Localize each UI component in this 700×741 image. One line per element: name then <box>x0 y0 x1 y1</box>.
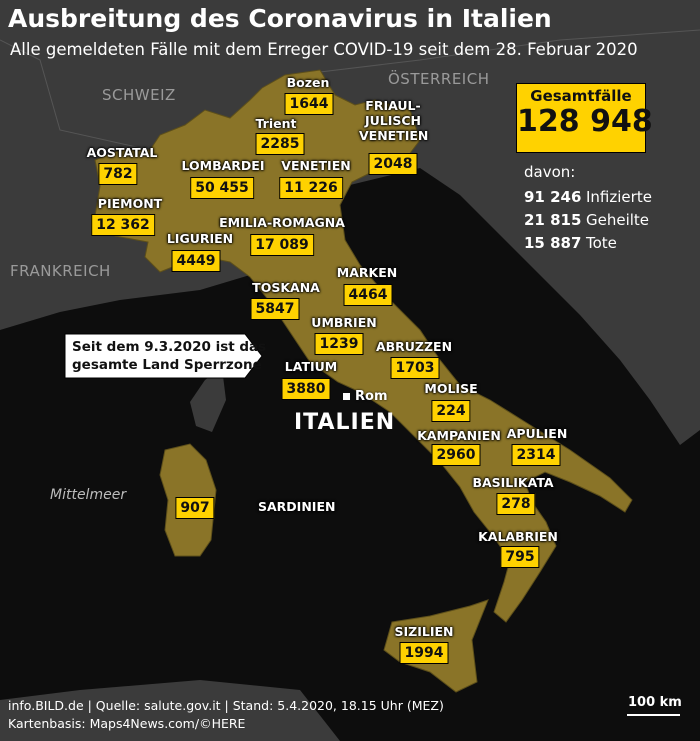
region-label: Bozen <box>286 75 330 90</box>
region-cases: 278 <box>496 493 536 515</box>
region-label: AOSTATAL <box>86 145 158 160</box>
region-cases: 50 455 <box>190 177 254 199</box>
region-label: Trient <box>255 116 297 131</box>
footer-basemap: Kartenbasis: Maps4News.com/©HERE <box>8 716 246 731</box>
region-label: EMILIA-ROMAGNA <box>219 215 345 230</box>
land-africa <box>0 680 340 741</box>
region-label: LATIUM <box>284 359 338 374</box>
region-label: PIEMONT <box>97 196 163 211</box>
region-cases: 12 362 <box>91 214 155 236</box>
country-label: FRANKREICH <box>10 262 111 280</box>
region-cases: 1994 <box>399 642 449 664</box>
region-label: KALABRIEN <box>478 529 558 544</box>
title: Ausbreitung des Coronavirus in Italien <box>8 4 552 33</box>
total-label: Gesamtfälle <box>530 87 632 105</box>
region-label: LOMBARDEI <box>181 158 265 173</box>
region-cases: 1703 <box>390 357 440 379</box>
region-cases: 4449 <box>171 250 221 272</box>
callout-line: gesamte Land Sperrzone <box>72 357 262 373</box>
region-label: SIZILIEN <box>394 624 454 639</box>
region-cases: 11 226 <box>279 177 343 199</box>
region-cases: 4464 <box>343 284 393 306</box>
breakdown-label: Infizierte <box>586 188 652 206</box>
region-cases: 17 089 <box>250 234 314 256</box>
region-cases: 2048 <box>368 153 418 175</box>
scale-label: 100 km <box>628 695 682 710</box>
breakdown-value: 21 815 <box>524 211 582 229</box>
country-label: ÖSTERREICH <box>388 70 490 88</box>
subtitle: Alle gemeldeten Fälle mit dem Erreger CO… <box>10 40 638 59</box>
region-label: VENETIEN <box>281 158 351 173</box>
region-label: MOLISE <box>424 381 478 396</box>
capital-marker <box>343 393 350 400</box>
callout-box <box>64 333 263 379</box>
region-label: ABRUZZEN <box>375 339 453 354</box>
capital-label: Rom <box>355 389 388 404</box>
country-main-label: ITALIEN <box>294 410 396 435</box>
breakdown-value: 15 887 <box>524 234 582 252</box>
region-cases: 2960 <box>431 444 481 466</box>
land-corsica <box>190 368 226 432</box>
region-label: MARKEN <box>336 265 398 280</box>
footer-source: info.BILD.de | Quelle: salute.gov.it | S… <box>8 698 444 713</box>
callout-text: Seit dem 9.3.2020 ist das gesamte Land S… <box>72 338 266 374</box>
region-cases: 795 <box>500 546 540 568</box>
region-cases: 907 <box>175 497 215 519</box>
region-cases: 2285 <box>255 133 305 155</box>
region-label: LIGURIEN <box>166 231 234 246</box>
breakdown-value: 91 246 <box>524 188 582 206</box>
border-line <box>0 39 151 151</box>
region-label: SARDINIEN <box>258 499 336 514</box>
region-cases: 2314 <box>511 444 561 466</box>
region-label: UMBRIEN <box>311 315 377 330</box>
breakdown-label: Tote <box>586 234 617 252</box>
region-cases: 224 <box>431 400 471 422</box>
region-cases: 782 <box>98 163 138 185</box>
sea-label: Mittelmeer <box>50 487 127 503</box>
country-label: SCHWEIZ <box>102 86 176 104</box>
region-label: KAMPANIEN <box>417 428 501 443</box>
region-cases: 3880 <box>281 378 331 400</box>
region-label: APULIEN <box>506 426 568 441</box>
region-label: TOSKANA <box>252 280 320 295</box>
breakdown-intro: davon: <box>524 163 576 181</box>
region-cases: 1239 <box>314 333 364 355</box>
border-line <box>319 29 700 73</box>
italy-mainland <box>94 69 633 623</box>
region-cases: 5847 <box>250 298 300 320</box>
callout-line: Seit dem 9.3.2020 ist das <box>72 339 267 355</box>
region-cases: 1644 <box>284 93 334 115</box>
breakdown-label: Geheilte <box>586 211 650 229</box>
region-label: FRIAUL-JULISCH VENETIEN <box>359 98 429 143</box>
total-value: 128 948 <box>517 104 653 139</box>
total-box: Gesamtfälle 128 948 <box>516 83 653 153</box>
region-label: BASILIKATA <box>472 475 554 490</box>
